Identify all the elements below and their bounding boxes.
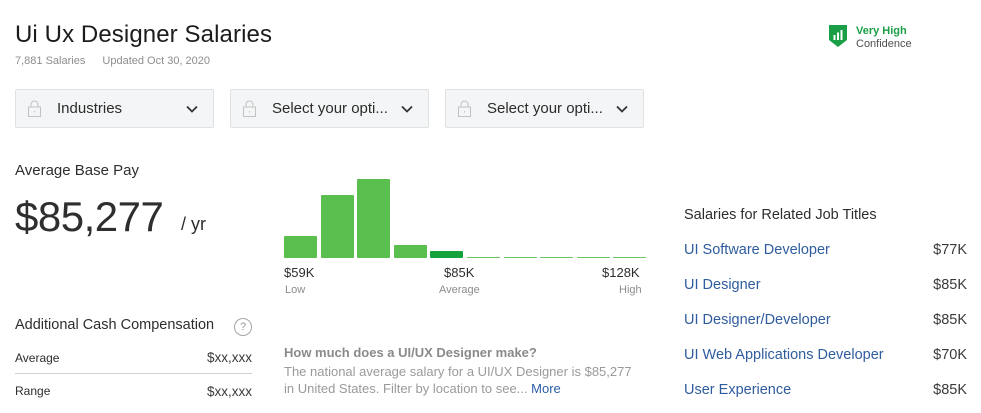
dropdown-label: Select your opti... [487,100,603,117]
chevron-down-icon [186,105,198,113]
tick-average-value: $85K [444,265,475,280]
row-value: $xx,xxx [206,350,252,365]
lock-icon [243,100,256,117]
histogram-bar [613,257,647,258]
tick-average-label: Average [439,284,480,296]
tick-high-value: $128K [602,265,640,280]
page-meta: 7,881 Salaries Updated Oct 30, 2020 [15,55,210,67]
related-job-row: UI Designer $85K [684,277,967,293]
related-job-link[interactable]: UI Designer [684,277,761,293]
chevron-down-icon [616,105,628,113]
chevron-down-icon [401,105,413,113]
histogram-bar [430,251,464,258]
related-job-row: UI Software Developer $77K [684,242,967,258]
related-job-link[interactable]: UI Web Applications Developer [684,347,884,363]
tick-low-label: Low [285,284,306,296]
related-job-pay: $77K [933,242,967,258]
average-base-pay-value: $85,277 [15,193,164,240]
industries-dropdown[interactable]: Industries [15,89,214,128]
tick-low-value: $59K [284,265,315,280]
related-job-row: User Experience $85K [684,382,967,398]
related-job-pay: $70K [933,347,967,363]
dropdown-label: Select your opti... [272,100,388,117]
related-job-pay: $85K [933,382,967,398]
related-jobs-title: Salaries for Related Job Titles [684,207,877,223]
shield-bar-chart-icon [829,25,847,47]
salary-count: 7,881 Salaries [15,55,86,67]
row-label: Average [15,350,60,365]
question-circle-icon[interactable]: ? [234,318,252,336]
additional-cash-range-row: Range $xx,xxx [15,375,252,407]
confidence-level: Very High [856,25,907,37]
related-job-row: UI Web Applications Developer $70K [684,347,967,363]
histogram-bar [393,245,427,258]
option-dropdown-2[interactable]: Select your opti... [230,89,429,128]
histogram-bar [284,236,317,258]
related-job-pay: $85K [933,312,967,328]
row-value: $xx,xxx [206,383,252,399]
pay-unit: / yr [181,214,206,234]
tick-high-label: High [619,284,642,296]
related-job-pay: $85K [933,277,967,293]
faq-question: How much does a UI/UX Designer make? [284,345,537,360]
confidence-label: Confidence [856,38,912,50]
lock-icon [28,100,41,117]
dropdown-label: Industries [57,100,123,117]
related-job-link[interactable]: User Experience [684,382,792,398]
page-title: Ui Ux Designer Salaries [15,21,273,48]
additional-cash-title: Additional Cash Compensation [15,317,215,333]
salary-histogram [284,170,647,258]
row-label: Range [15,384,51,398]
histogram-bar [467,257,500,258]
confidence-badge: Very High Confidence [829,25,912,51]
histogram-bar [576,257,610,258]
faq-answer: The national average salary for a UI/UX … [284,363,644,397]
faq-answer-text: The national average salary for a UI/UX … [284,364,632,396]
related-job-link[interactable]: UI Designer/Developer [684,312,831,328]
more-link[interactable]: More [531,381,561,396]
option-dropdown-3[interactable]: Select your opti... [445,89,644,128]
average-base-pay-label: Average Base Pay [15,162,139,179]
additional-cash-average-row: Average $xx,xxx [15,342,252,374]
related-job-link[interactable]: UI Software Developer [684,242,830,258]
related-job-row: UI Designer/Developer $85K [684,312,967,328]
histogram-bar [320,195,354,258]
histogram-bar [540,257,574,258]
histogram-bar [503,257,537,258]
lock-icon [458,100,471,117]
histogram-bar [357,179,391,258]
updated-date: Updated Oct 30, 2020 [102,55,211,67]
